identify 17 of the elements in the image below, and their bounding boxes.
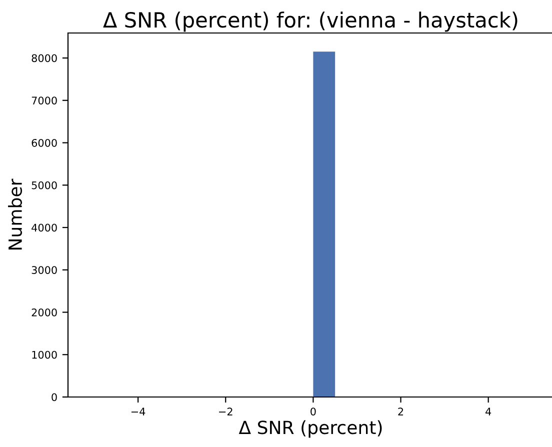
y-tick-label: 8000	[32, 54, 57, 62]
x-tick-label: −2	[219, 408, 232, 416]
y-tick-label: 5000	[32, 181, 57, 190]
chart-title: Δ SNR (percent) for: (vienna - haystack)	[103, 12, 518, 32]
y-tick-label: 2000	[32, 308, 57, 316]
x-tick-label: 4	[486, 408, 492, 416]
y-tick-label: 3000	[32, 266, 57, 274]
y-tick-label: 4000	[32, 224, 57, 232]
y-axis-title: Number	[8, 178, 22, 250]
y-tick-label: 0	[52, 393, 57, 402]
x-tick-label: −4	[131, 408, 146, 416]
y-tick-label: 1000	[32, 350, 57, 359]
x-tick-label: 2	[398, 408, 404, 416]
x-tick-label: 0	[310, 408, 316, 416]
x-axis-title: Δ SNR (percent)	[238, 420, 382, 438]
y-tick-label: 7000	[32, 96, 57, 104]
y-tick-label: 6000	[32, 138, 57, 147]
